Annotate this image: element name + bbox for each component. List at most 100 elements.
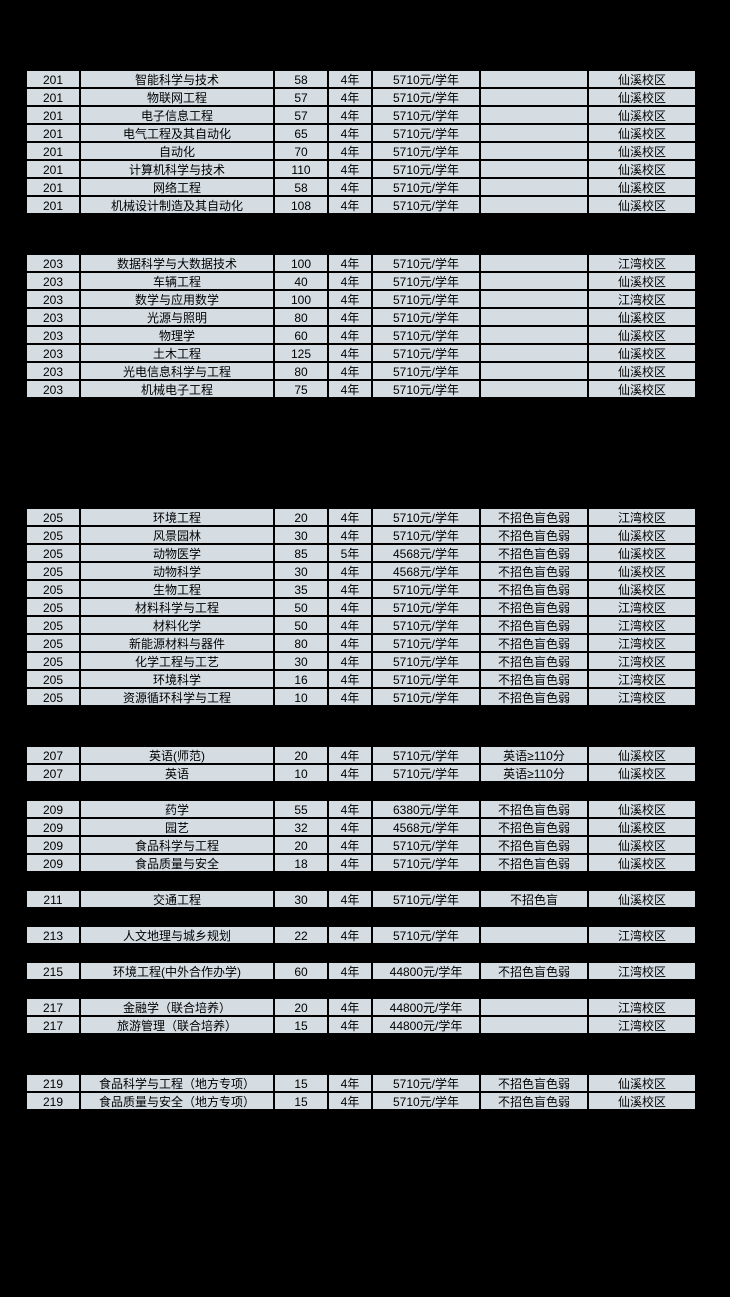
padding-left <box>0 508 26 526</box>
count-cell: 57 <box>274 88 328 106</box>
code-cell: 201 <box>26 124 80 142</box>
count-cell: 50 <box>274 598 328 616</box>
padding-right <box>696 688 730 706</box>
campus-cell: 仙溪校区 <box>588 272 696 290</box>
count-cell: 20 <box>274 508 328 526</box>
table-row: 205材料科学与工程504年5710元/学年不招色盲色弱江湾校区 <box>0 598 730 616</box>
note-cell <box>480 160 588 178</box>
padding-right <box>696 160 730 178</box>
years-cell: 4年 <box>328 106 372 124</box>
code-cell: 201 <box>26 196 80 214</box>
major-cell: 环境工程 <box>80 508 274 526</box>
count-cell: 110 <box>274 160 328 178</box>
years-cell: 4年 <box>328 380 372 398</box>
code-cell: 201 <box>26 88 80 106</box>
campus-cell: 仙溪校区 <box>588 890 696 908</box>
table-row: 217金融学（联合培养）204年44800元/学年江湾校区 <box>0 998 730 1016</box>
years-cell: 4年 <box>328 634 372 652</box>
note-cell: 不招色盲色弱 <box>480 1092 588 1110</box>
code-cell: 215 <box>26 962 80 980</box>
years-cell: 4年 <box>328 124 372 142</box>
padding-right <box>696 634 730 652</box>
major-cell: 药学 <box>80 800 274 818</box>
table-row: 205新能源材料与器件804年5710元/学年不招色盲色弱江湾校区 <box>0 634 730 652</box>
years-cell: 4年 <box>328 1074 372 1092</box>
count-cell: 57 <box>274 106 328 124</box>
fee-cell: 5710元/学年 <box>372 688 480 706</box>
count-cell: 50 <box>274 616 328 634</box>
code-cell: 213 <box>26 926 80 944</box>
campus-cell: 仙溪校区 <box>588 308 696 326</box>
padding-right <box>696 764 730 782</box>
years-cell: 4年 <box>328 746 372 764</box>
major-cell: 动物科学 <box>80 562 274 580</box>
major-cell: 食品科学与工程 <box>80 836 274 854</box>
table-row: 205生物工程354年5710元/学年不招色盲色弱仙溪校区 <box>0 580 730 598</box>
campus-cell: 江湾校区 <box>588 652 696 670</box>
table-row: 203车辆工程404年5710元/学年仙溪校区 <box>0 272 730 290</box>
years-cell: 4年 <box>328 890 372 908</box>
code-cell: 209 <box>26 854 80 872</box>
padding-left <box>0 160 26 178</box>
table-row: 201电气工程及其自动化654年5710元/学年仙溪校区 <box>0 124 730 142</box>
count-cell: 65 <box>274 124 328 142</box>
padding-left <box>0 670 26 688</box>
padding-left <box>0 616 26 634</box>
code-cell: 205 <box>26 688 80 706</box>
campus-cell: 仙溪校区 <box>588 580 696 598</box>
code-cell: 203 <box>26 380 80 398</box>
padding-left <box>0 1074 26 1092</box>
padding-left <box>0 142 26 160</box>
table-row: 201物联网工程574年5710元/学年仙溪校区 <box>0 88 730 106</box>
padding-right <box>696 196 730 214</box>
years-cell: 5年 <box>328 544 372 562</box>
code-cell: 201 <box>26 70 80 88</box>
fee-cell: 5710元/学年 <box>372 362 480 380</box>
years-cell: 4年 <box>328 854 372 872</box>
major-cell: 机械电子工程 <box>80 380 274 398</box>
code-cell: 201 <box>26 160 80 178</box>
padding-left <box>0 962 26 980</box>
years-cell: 4年 <box>328 362 372 380</box>
fee-cell: 5710元/学年 <box>372 634 480 652</box>
fee-cell: 5710元/学年 <box>372 926 480 944</box>
years-cell: 4年 <box>328 142 372 160</box>
code-cell: 217 <box>26 998 80 1016</box>
years-cell: 4年 <box>328 308 372 326</box>
padding-right <box>696 800 730 818</box>
fee-cell: 5710元/学年 <box>372 526 480 544</box>
years-cell: 4年 <box>328 962 372 980</box>
years-cell: 4年 <box>328 616 372 634</box>
note-cell: 不招色盲色弱 <box>480 962 588 980</box>
count-cell: 125 <box>274 344 328 362</box>
table-row: 201机械设计制造及其自动化1084年5710元/学年仙溪校区 <box>0 196 730 214</box>
years-cell: 4年 <box>328 818 372 836</box>
table-row: 201自动化704年5710元/学年仙溪校区 <box>0 142 730 160</box>
years-cell: 4年 <box>328 508 372 526</box>
campus-cell: 江湾校区 <box>588 998 696 1016</box>
padding-right <box>696 124 730 142</box>
campus-cell: 仙溪校区 <box>588 326 696 344</box>
padding-right <box>696 1074 730 1092</box>
count-cell: 75 <box>274 380 328 398</box>
code-cell: 207 <box>26 764 80 782</box>
fee-cell: 5710元/学年 <box>372 124 480 142</box>
padding-right <box>696 70 730 88</box>
padding-left <box>0 800 26 818</box>
fee-cell: 5710元/学年 <box>372 308 480 326</box>
code-cell: 205 <box>26 526 80 544</box>
note-cell <box>480 142 588 160</box>
major-cell: 电子信息工程 <box>80 106 274 124</box>
padding-left <box>0 344 26 362</box>
note-cell <box>480 1016 588 1034</box>
years-cell: 4年 <box>328 88 372 106</box>
code-cell: 209 <box>26 818 80 836</box>
code-cell: 201 <box>26 178 80 196</box>
padding-right <box>696 598 730 616</box>
campus-cell: 仙溪校区 <box>588 764 696 782</box>
code-cell: 201 <box>26 106 80 124</box>
campus-cell: 江湾校区 <box>588 254 696 272</box>
fee-cell: 5710元/学年 <box>372 380 480 398</box>
padding-right <box>696 178 730 196</box>
table-row: 203光电信息科学与工程804年5710元/学年仙溪校区 <box>0 362 730 380</box>
